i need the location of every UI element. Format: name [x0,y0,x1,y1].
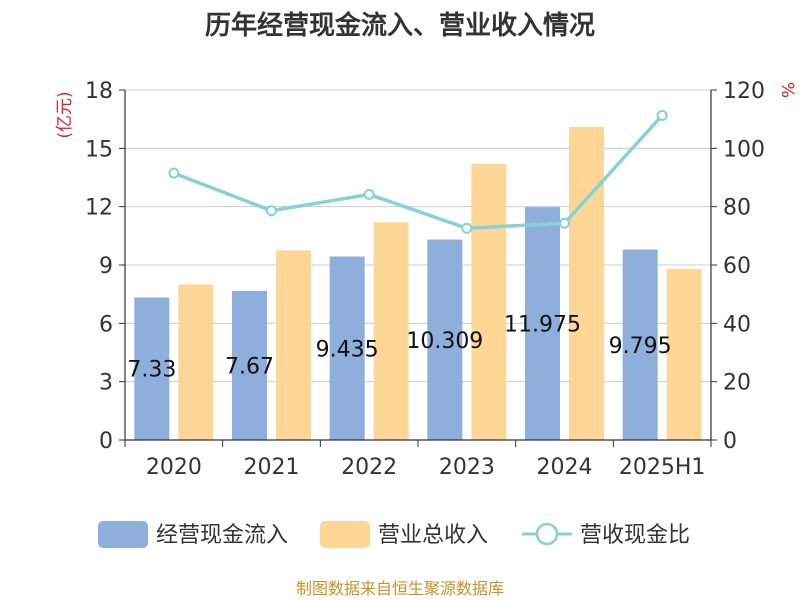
x-tick-label: 2024 [537,455,593,480]
right-tick-label: 60 [723,254,751,279]
left-tick-label: 12 [85,196,113,221]
legend-label: 营收现金比 [580,523,690,548]
legend-marker [535,522,559,546]
left-tick-label: 0 [99,429,113,454]
ratio-point [559,217,570,229]
ratio-point [363,188,375,200]
bars [134,126,702,440]
left-tick-label: 3 [99,371,113,396]
bar-revenue [666,268,702,440]
bar-revenue [373,222,409,440]
x-tick-label: 2021 [244,455,300,480]
x-tick-label: 2020 [146,455,202,480]
ratio-point [168,167,180,179]
source-note: 制图数据来自恒生聚源数据库 [296,579,504,598]
chart-title: 历年经营现金流入、营业收入情况 [205,10,595,41]
left-tick-label: 15 [85,137,113,162]
bar-revenue [178,284,214,440]
left-tick-label: 6 [99,312,113,337]
left-axis-unit: (亿元) [55,91,75,138]
bar-value-label: 10.309 [406,329,483,354]
right-tick-label: 40 [723,312,751,337]
bar-revenue [276,250,311,440]
bar-value-label: 9.435 [316,337,379,362]
bar-cash-inflow [134,297,170,440]
x-tick-label: 2023 [439,455,495,480]
bar-cash-inflow [329,256,365,440]
left-tick-label: 9 [99,254,113,279]
right-tick-label: 0 [723,429,737,454]
bar-cash-inflow [427,239,463,440]
ratio-point [656,109,668,121]
right-tick-label: 80 [723,196,751,221]
gridlines [125,89,711,383]
left-tick-label: 18 [85,79,113,104]
ratio-point [461,222,473,234]
right-tick-label: 100 [723,137,765,162]
right-axis-unit: % [777,82,797,98]
legend-swatch [320,521,370,548]
bar-value-label: 7.33 [127,358,176,383]
legend-swatch [98,521,148,548]
bar-revenue [569,126,604,440]
x-tick-label: 2025H1 [619,455,706,480]
ratio-point [266,205,277,217]
data-labels: 7.33 7.67 9.435 10.309 11.975 9.795 [127,313,671,383]
bar-value-label: 9.795 [609,334,672,359]
legend: 经营现金流入 营业总收入 营收现金比 [98,521,690,548]
ratio-line-path [173,114,664,230]
bar-revenue [471,163,507,440]
bar-value-label: 7.67 [225,354,274,379]
right-tick-label: 120 [723,79,765,104]
bar-cash-inflow [622,249,658,440]
bar-cash-inflow [525,207,560,440]
bar-cash-inflow [232,290,267,440]
legend-label: 经营现金流入 [156,523,288,548]
right-tick-label: 20 [723,371,751,396]
legend-label: 营业总收入 [378,523,488,548]
axes: 0 3 6 9 12 15 18 0 20 40 60 80 100 120 2020 2021 2022 202… [85,79,765,480]
bar-value-label: 11.975 [504,313,581,338]
ratio-line [168,109,668,234]
x-tick-label: 2022 [341,455,397,480]
